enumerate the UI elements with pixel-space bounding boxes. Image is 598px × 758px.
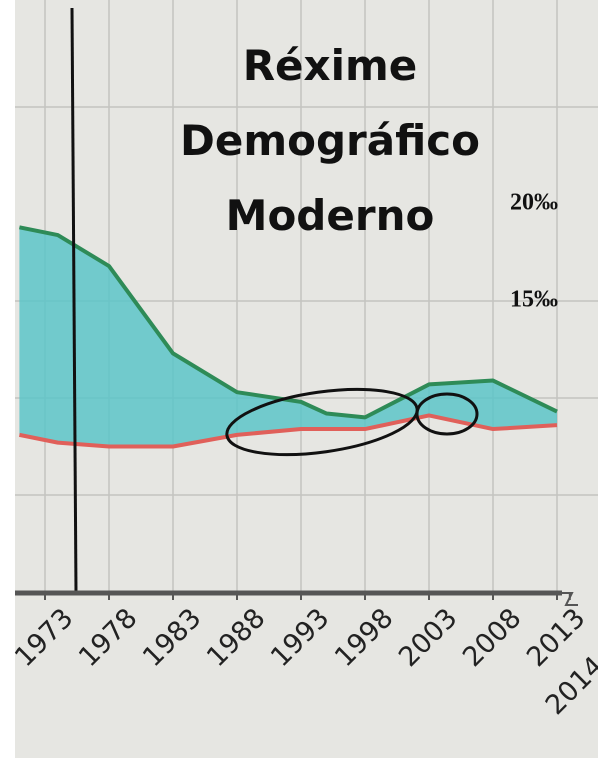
page: 1973197819831988199319982003200820132014…: [0, 0, 598, 758]
y-tick-label: 20‰: [510, 190, 558, 216]
chart-title: Réxime Demográfico Moderno: [160, 28, 500, 253]
x-tick-label: 1998: [329, 603, 400, 674]
y-tick-label: 15‰: [510, 287, 558, 313]
x-tick-label: 2008: [457, 603, 528, 674]
x-tick-label: 1983: [137, 603, 208, 674]
divider-line: [72, 8, 76, 592]
x-tick-label: 1978: [73, 603, 144, 674]
x-tick-label: 1988: [201, 603, 272, 674]
x-tick-label: 1993: [265, 603, 336, 674]
x-tick-label: 1973: [9, 603, 80, 674]
x-tick-label: 2003: [393, 603, 464, 674]
